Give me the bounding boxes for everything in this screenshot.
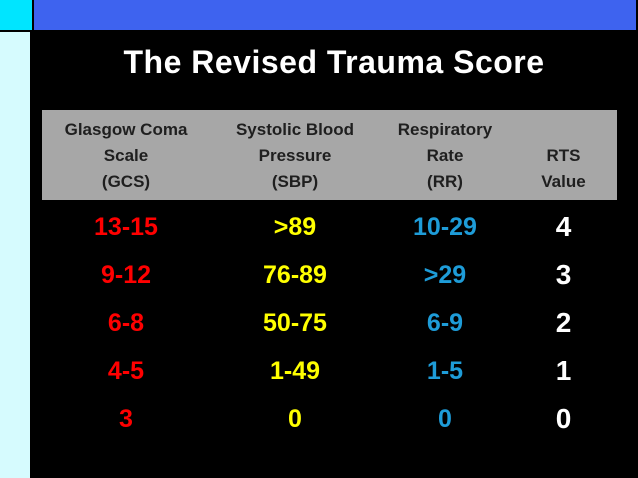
header-rr-line2: Rate bbox=[426, 146, 464, 165]
cell-rr: >29 bbox=[423, 260, 467, 289]
table-row: 6-8 50-75 6-9 2 bbox=[42, 299, 617, 347]
left-accent-strip bbox=[0, 32, 30, 478]
top-accent-bar bbox=[34, 0, 636, 30]
cell-gcs: 9-12 bbox=[100, 260, 152, 289]
cell-sbp: 1-49 bbox=[269, 356, 321, 385]
cell-gcs: 13-15 bbox=[94, 212, 158, 241]
header-gcs: Glasgow Coma Scale (GCS) bbox=[42, 110, 210, 200]
cell-rr: 0 bbox=[438, 404, 452, 433]
cell-sbp: 0 bbox=[288, 404, 302, 433]
cell-rts: 0 bbox=[555, 403, 572, 434]
cell-gcs: 6-8 bbox=[107, 308, 145, 337]
header-sbp-line2: Pressure bbox=[258, 146, 332, 165]
table-row: 13-15 >89 10-29 4 bbox=[42, 203, 617, 251]
header-rts: RTS Value bbox=[510, 110, 617, 200]
cell-gcs: 4-5 bbox=[107, 356, 145, 385]
slide-content: The Revised Trauma Score Glasgow Coma Sc… bbox=[30, 30, 638, 478]
cell-sbp: 76-89 bbox=[263, 260, 327, 289]
cell-sbp: 50-75 bbox=[263, 308, 327, 337]
header-gcs-line1: Glasgow Coma bbox=[64, 120, 188, 139]
cell-sbp: >89 bbox=[273, 212, 317, 241]
cell-rr: 6-9 bbox=[426, 308, 464, 337]
cell-rts: 3 bbox=[555, 259, 572, 290]
slide-title: The Revised Trauma Score bbox=[123, 44, 545, 80]
table-row: 4-5 1-49 1-5 1 bbox=[42, 347, 617, 395]
table-body: 13-15 >89 10-29 4 9-12 76-89 >29 3 6-8 5… bbox=[42, 203, 617, 443]
header-rts-line2: Value bbox=[541, 172, 586, 191]
cell-gcs: 3 bbox=[119, 404, 133, 433]
table-row: 3 0 0 0 bbox=[42, 395, 617, 443]
header-sbp-line1: Systolic Blood bbox=[235, 120, 355, 139]
header-rr-line3: (RR) bbox=[427, 172, 463, 191]
cell-rts: 2 bbox=[555, 307, 572, 338]
header-gcs-line3: (GCS) bbox=[101, 172, 151, 191]
corner-accent-square bbox=[0, 0, 32, 30]
header-gcs-line2: Scale bbox=[103, 146, 149, 165]
header-rr-line1: Respiratory bbox=[397, 120, 493, 139]
header-rts-line1: RTS bbox=[546, 146, 581, 165]
table-row: 9-12 76-89 >29 3 bbox=[42, 251, 617, 299]
header-sbp-line3: (SBP) bbox=[271, 172, 319, 191]
cell-rr: 10-29 bbox=[413, 212, 477, 241]
header-sbp: Systolic Blood Pressure (SBP) bbox=[210, 110, 380, 200]
cell-rts: 4 bbox=[555, 211, 572, 242]
table-header-row: Glasgow Coma Scale (GCS) Systolic Blood … bbox=[42, 110, 617, 200]
cell-rts: 1 bbox=[555, 355, 572, 386]
header-rr: Respiratory Rate (RR) bbox=[380, 110, 510, 200]
cell-rr: 1-5 bbox=[426, 356, 464, 385]
